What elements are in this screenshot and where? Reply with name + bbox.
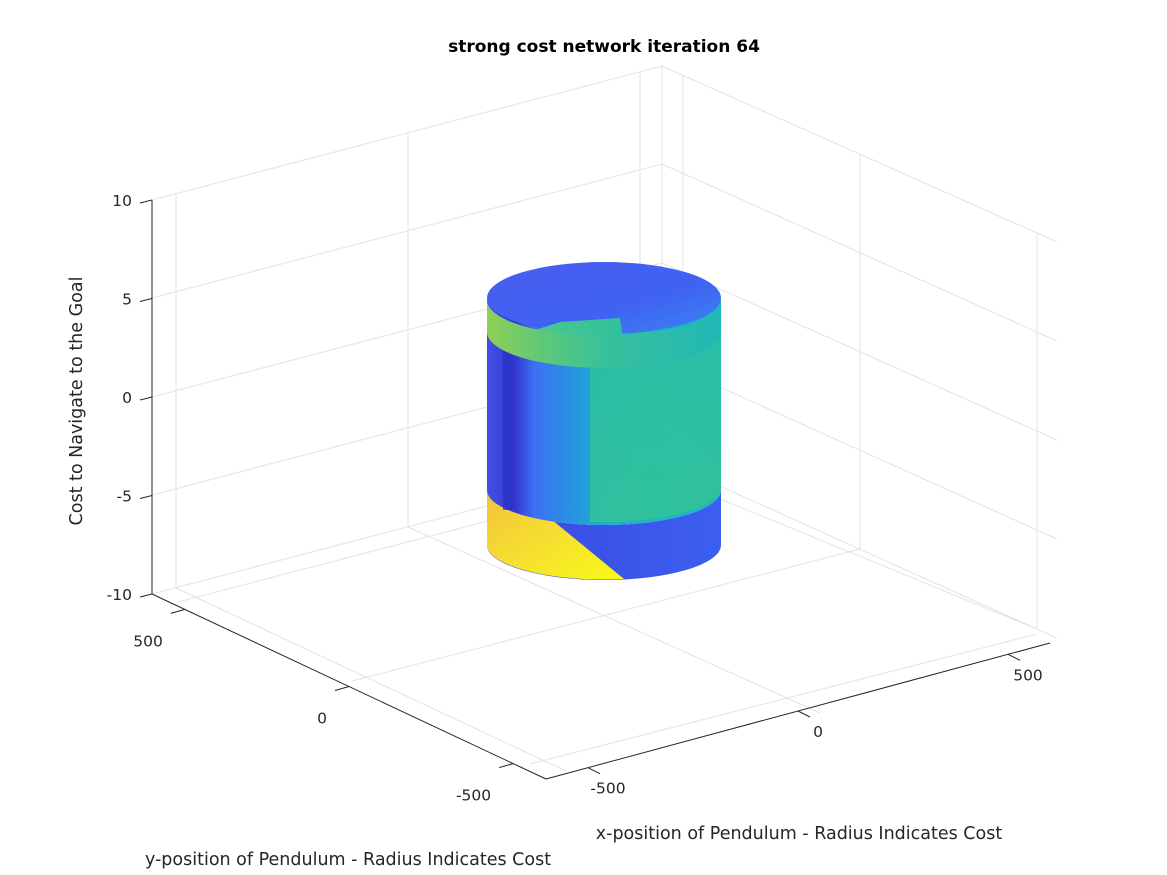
z-tick-mark xyxy=(139,199,153,204)
y-axis-label: y-position of Pendulum - Radius Indicate… xyxy=(145,850,551,870)
x-tick-mark xyxy=(587,767,601,775)
y-tick-mark xyxy=(499,763,514,769)
x-tick-label: 500 xyxy=(1013,666,1043,684)
x-tick-mark xyxy=(1007,653,1021,661)
y-tick-mark xyxy=(170,608,185,614)
y-tick-label: -500 xyxy=(456,787,491,805)
z-tick-labels: -10 -5 0 5 10 xyxy=(107,192,132,604)
y-tick-label: 500 xyxy=(133,632,163,650)
tick-marks xyxy=(139,199,1021,775)
z-tick-label: 5 xyxy=(122,291,132,309)
z-tick-label: 10 xyxy=(112,192,132,210)
chart-title: strong cost network iteration 64 xyxy=(448,37,760,57)
z-axis-label: Cost to Navigate to the Goal xyxy=(67,277,87,526)
x-axis-label: x-position of Pendulum - Radius Indicate… xyxy=(596,824,1003,844)
z-tick-label: -10 xyxy=(107,586,132,604)
surface-green-panel xyxy=(590,330,721,523)
z-tick-mark xyxy=(139,396,153,401)
z-tick-mark xyxy=(139,298,153,302)
x-tick-mark xyxy=(797,710,811,718)
x-tick-labels: -500 0 500 xyxy=(590,666,1042,797)
y-tick-label: 0 xyxy=(317,710,327,728)
surface-top-cap xyxy=(487,262,721,334)
y-tick-labels: -500 0 500 xyxy=(133,632,491,804)
cost-surface-cylinder xyxy=(487,262,721,580)
x-tick-label: 0 xyxy=(813,723,823,741)
z-tick-label: -5 xyxy=(117,488,132,506)
surface-dark-stripe xyxy=(503,340,513,510)
z-tick-label: 0 xyxy=(122,389,132,407)
surface-front-rim xyxy=(487,300,721,368)
y-tick-mark xyxy=(334,686,350,691)
z-tick-mark xyxy=(139,593,153,598)
z-tick-mark xyxy=(139,495,153,499)
x-tick-label: -500 xyxy=(590,780,625,798)
